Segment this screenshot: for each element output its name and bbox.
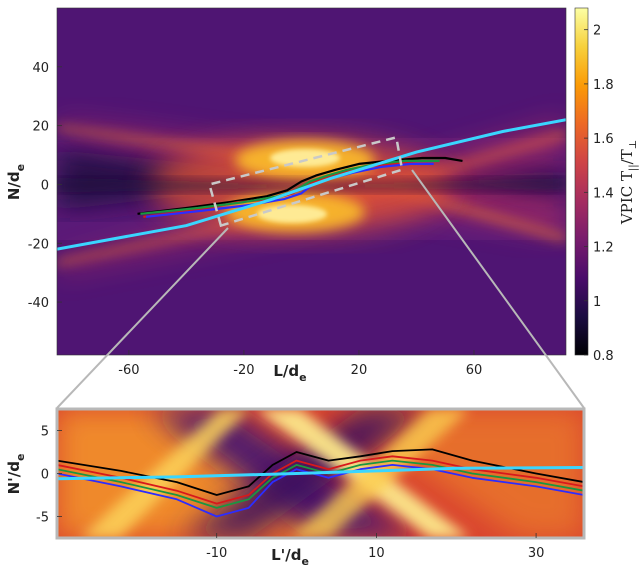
colorbar-tick-label: 0.8: [593, 349, 614, 364]
zoom-ytick-label: 0: [41, 468, 49, 483]
colorbar-tick-label: 1: [593, 295, 601, 310]
main-ytick-label: 20: [32, 120, 49, 135]
main-ytick-label: -40: [28, 296, 49, 311]
zoom-xtick-label: -10: [206, 546, 227, 561]
main-xlabel: L/de: [273, 362, 306, 384]
main-xtick-label: 20: [351, 363, 368, 378]
colorbar-tick-label: 2: [593, 24, 601, 39]
main-panel: -60 -20 20 60 40 20 0 -20 -40 L/de N/de: [5, 8, 566, 384]
main-heatmap-upper-field: [57, 8, 566, 138]
zoom-xlabel: L'/de: [271, 546, 309, 568]
colorbar-label: VPIC T||/T⊥: [618, 140, 639, 225]
zoom-ytick-label: -5: [36, 511, 49, 526]
main-ytick-label: 40: [32, 61, 49, 76]
zoom-ytick-label: 5: [41, 425, 49, 440]
main-heatmap-peak-bottom: [257, 205, 327, 223]
main-xtick-label: 60: [466, 363, 483, 378]
main-heatmap-peak-top: [270, 149, 340, 167]
zoom-heatmap: [57, 409, 584, 538]
colorbar-tick-label: 1.2: [593, 241, 614, 256]
zoom-xtick-label: 10: [368, 546, 385, 561]
main-ylabel: N/de: [5, 164, 27, 200]
main-xtick-label: -20: [233, 363, 254, 378]
main-ytick-label: 0: [41, 178, 49, 193]
main-ytick-label: -20: [28, 237, 49, 252]
colorbar-tick-label: 1.4: [593, 186, 614, 201]
zoom-xtick-label: 30: [528, 546, 545, 561]
main-xtick-label: -60: [118, 363, 139, 378]
colorbar-bar: [575, 8, 588, 355]
colorbar-tick-label: 1.6: [593, 132, 614, 147]
colorbar-ticks: 0.8 1 1.2 1.4 1.6 1.8 2: [584, 24, 614, 364]
colorbar: 0.8 1 1.2 1.4 1.6 1.8 2 VPIC T||/T⊥: [575, 8, 639, 364]
main-heatmap: [57, 8, 566, 355]
colorbar-tick-label: 1.8: [593, 78, 614, 93]
zoom-ylabel: N'/de: [5, 454, 27, 495]
